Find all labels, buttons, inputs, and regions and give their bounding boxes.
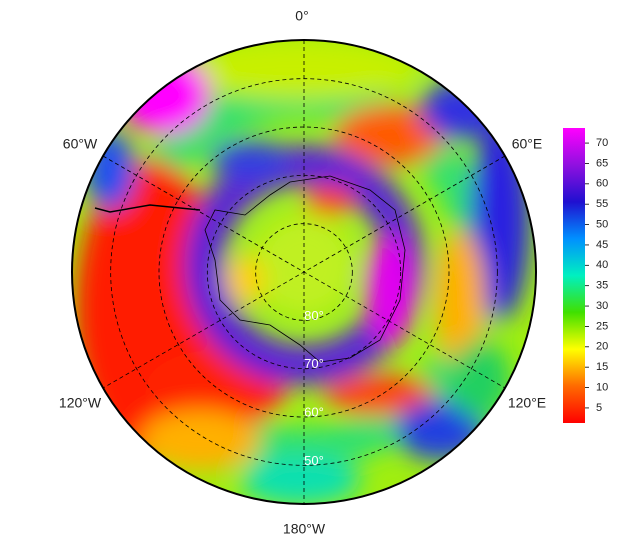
parallel — [255, 223, 353, 321]
lon-label: 60°E — [512, 136, 543, 152]
lon-label: 0° — [295, 8, 308, 24]
colorbar-tick-label: 5 — [596, 402, 602, 414]
parallel — [158, 126, 450, 418]
colorbar-tick-label: 15 — [596, 361, 608, 373]
colorbar-ramp — [563, 128, 585, 423]
colorbar-tick-label: 25 — [596, 320, 608, 332]
parallels: 80° 70° 60° 50° — [110, 78, 498, 468]
colorbar-tick-label: 50 — [596, 218, 608, 230]
parallel — [110, 78, 498, 466]
lat-label: 50° — [304, 453, 324, 468]
field: 80° 70° 60° 50° — [72, 40, 536, 504]
colorbar-tick-label: 70 — [596, 137, 608, 149]
colorbar-tick-label: 65 — [596, 157, 608, 169]
colorbar-tick-label: 40 — [596, 259, 608, 271]
map-border — [71, 39, 537, 505]
colorbar: 5 10 15 20 25 30 35 40 45 50 55 60 65 70 — [563, 128, 608, 423]
colorbar-tick-label: 45 — [596, 239, 608, 251]
lat-label: 80° — [304, 308, 324, 323]
lon-label: 60°W — [63, 136, 98, 152]
lat-label: 60° — [304, 404, 324, 419]
meridians — [102, 40, 506, 504]
parallel — [206, 174, 402, 370]
colorbar-tick-label: 10 — [596, 381, 608, 393]
colorbar-tick-label: 35 — [596, 280, 608, 292]
colorbar-tick-label: 30 — [596, 300, 608, 312]
lon-label: 120°W — [59, 395, 102, 411]
colorbar-tick-label: 60 — [596, 178, 608, 190]
colorbar-tick-label: 55 — [596, 198, 608, 210]
lon-label: 120°E — [508, 395, 546, 411]
colorbar-tick-label: 20 — [596, 341, 608, 353]
lat-label: 70° — [304, 356, 324, 371]
lon-label: 180°W — [283, 521, 326, 537]
